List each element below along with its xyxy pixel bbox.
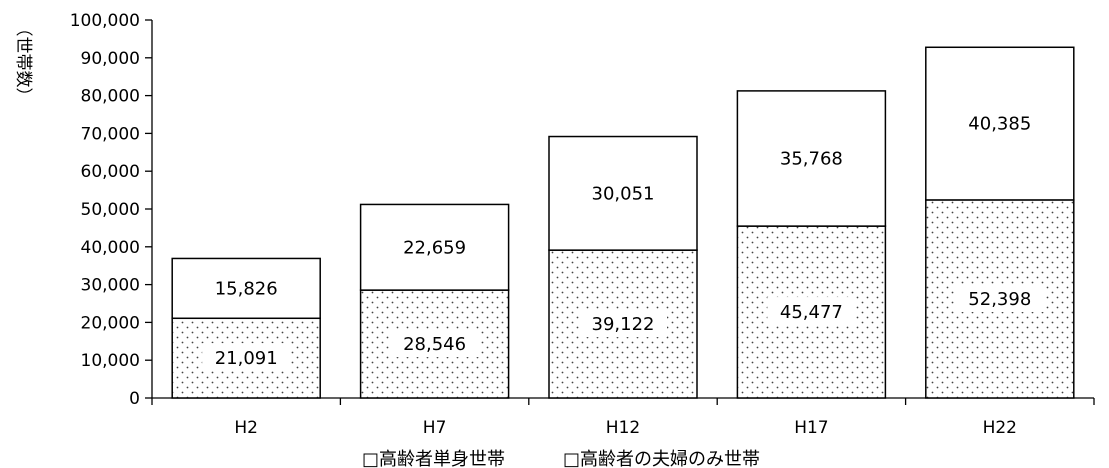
y-tick-label: 80,000 (81, 87, 140, 107)
category-labels: H2 H7 H12 H17 H22 (234, 418, 1017, 438)
y-tick-label: 30,000 (81, 276, 140, 296)
y-axis-title: （世帯数） (13, 20, 33, 105)
bar-segment-couple-H17 (736, 90, 887, 227)
legend-label-couple: 高齢者の夫婦のみ世帯 (580, 449, 760, 468)
bar-segment-couple-H22 (925, 46, 1075, 201)
value-label-couple-H22: 40,385 (968, 114, 1031, 135)
value-label-couple-H17: 35,768 (780, 148, 843, 169)
y-tick-label: 60,000 (81, 162, 140, 182)
bars (171, 46, 1075, 399)
y-axis: 0 10,000 20,000 30,000 40,000 50,000 60,000 70,… (70, 11, 153, 409)
legend-label-single: 高齢者単身世帯 (379, 449, 505, 468)
value-label-couple-H2: 15,826 (215, 278, 278, 299)
value-label-single-H2: 21,091 (215, 348, 278, 369)
y-tick-label: 0 (129, 389, 140, 409)
value-labels: 21,091 15,826 28,546 22,659 39,122 30,051 45,4… (202, 114, 1044, 372)
value-label-bg (767, 297, 856, 326)
x-tick-label-H2: H2 (234, 418, 258, 438)
value-label-single-H22: 52,398 (968, 289, 1031, 310)
value-label-single-H12: 39,122 (592, 314, 655, 335)
bar-segment-couple-H12 (548, 135, 698, 251)
y-tick-label: 10,000 (81, 351, 140, 371)
value-label-single-H7: 28,546 (403, 334, 466, 355)
legend-marker: □ (563, 449, 580, 468)
legend: □高齢者単身世帯 □高齢者の夫婦のみ世帯 (362, 449, 760, 468)
y-tick-label: 90,000 (81, 49, 140, 69)
value-label-bg (390, 329, 479, 358)
y-tick-label: 50,000 (81, 200, 140, 220)
value-label-couple-H7: 22,659 (403, 237, 466, 258)
y-tick-label: 70,000 (81, 124, 140, 144)
value-label-single-H17: 45,477 (780, 302, 843, 323)
bar-segment-couple-H2 (171, 257, 321, 320)
value-label-couple-H12: 30,051 (592, 183, 655, 204)
x-tick-label-H17: H17 (794, 418, 828, 438)
legend-marker: □ (362, 449, 379, 468)
value-label-bg (955, 283, 1044, 312)
x-tick-label-H7: H7 (423, 418, 447, 438)
x-tick-label-H22: H22 (983, 418, 1017, 438)
svg-text:□高齢者単身世帯: □高齢者単身世帯 (362, 449, 505, 468)
y-tick-label: 20,000 (81, 313, 140, 333)
y-tick-label: 100,000 (70, 11, 140, 31)
x-tick-label-H12: H12 (606, 418, 640, 438)
x-axis (151, 397, 1095, 405)
y-tick-label: 40,000 (81, 238, 140, 258)
svg-text:□高齢者の夫婦のみ世帯: □高齢者の夫婦のみ世帯 (563, 449, 760, 468)
value-label-bg (579, 309, 667, 338)
bar-segment-couple-H7 (359, 203, 510, 291)
value-label-bg (202, 343, 291, 372)
